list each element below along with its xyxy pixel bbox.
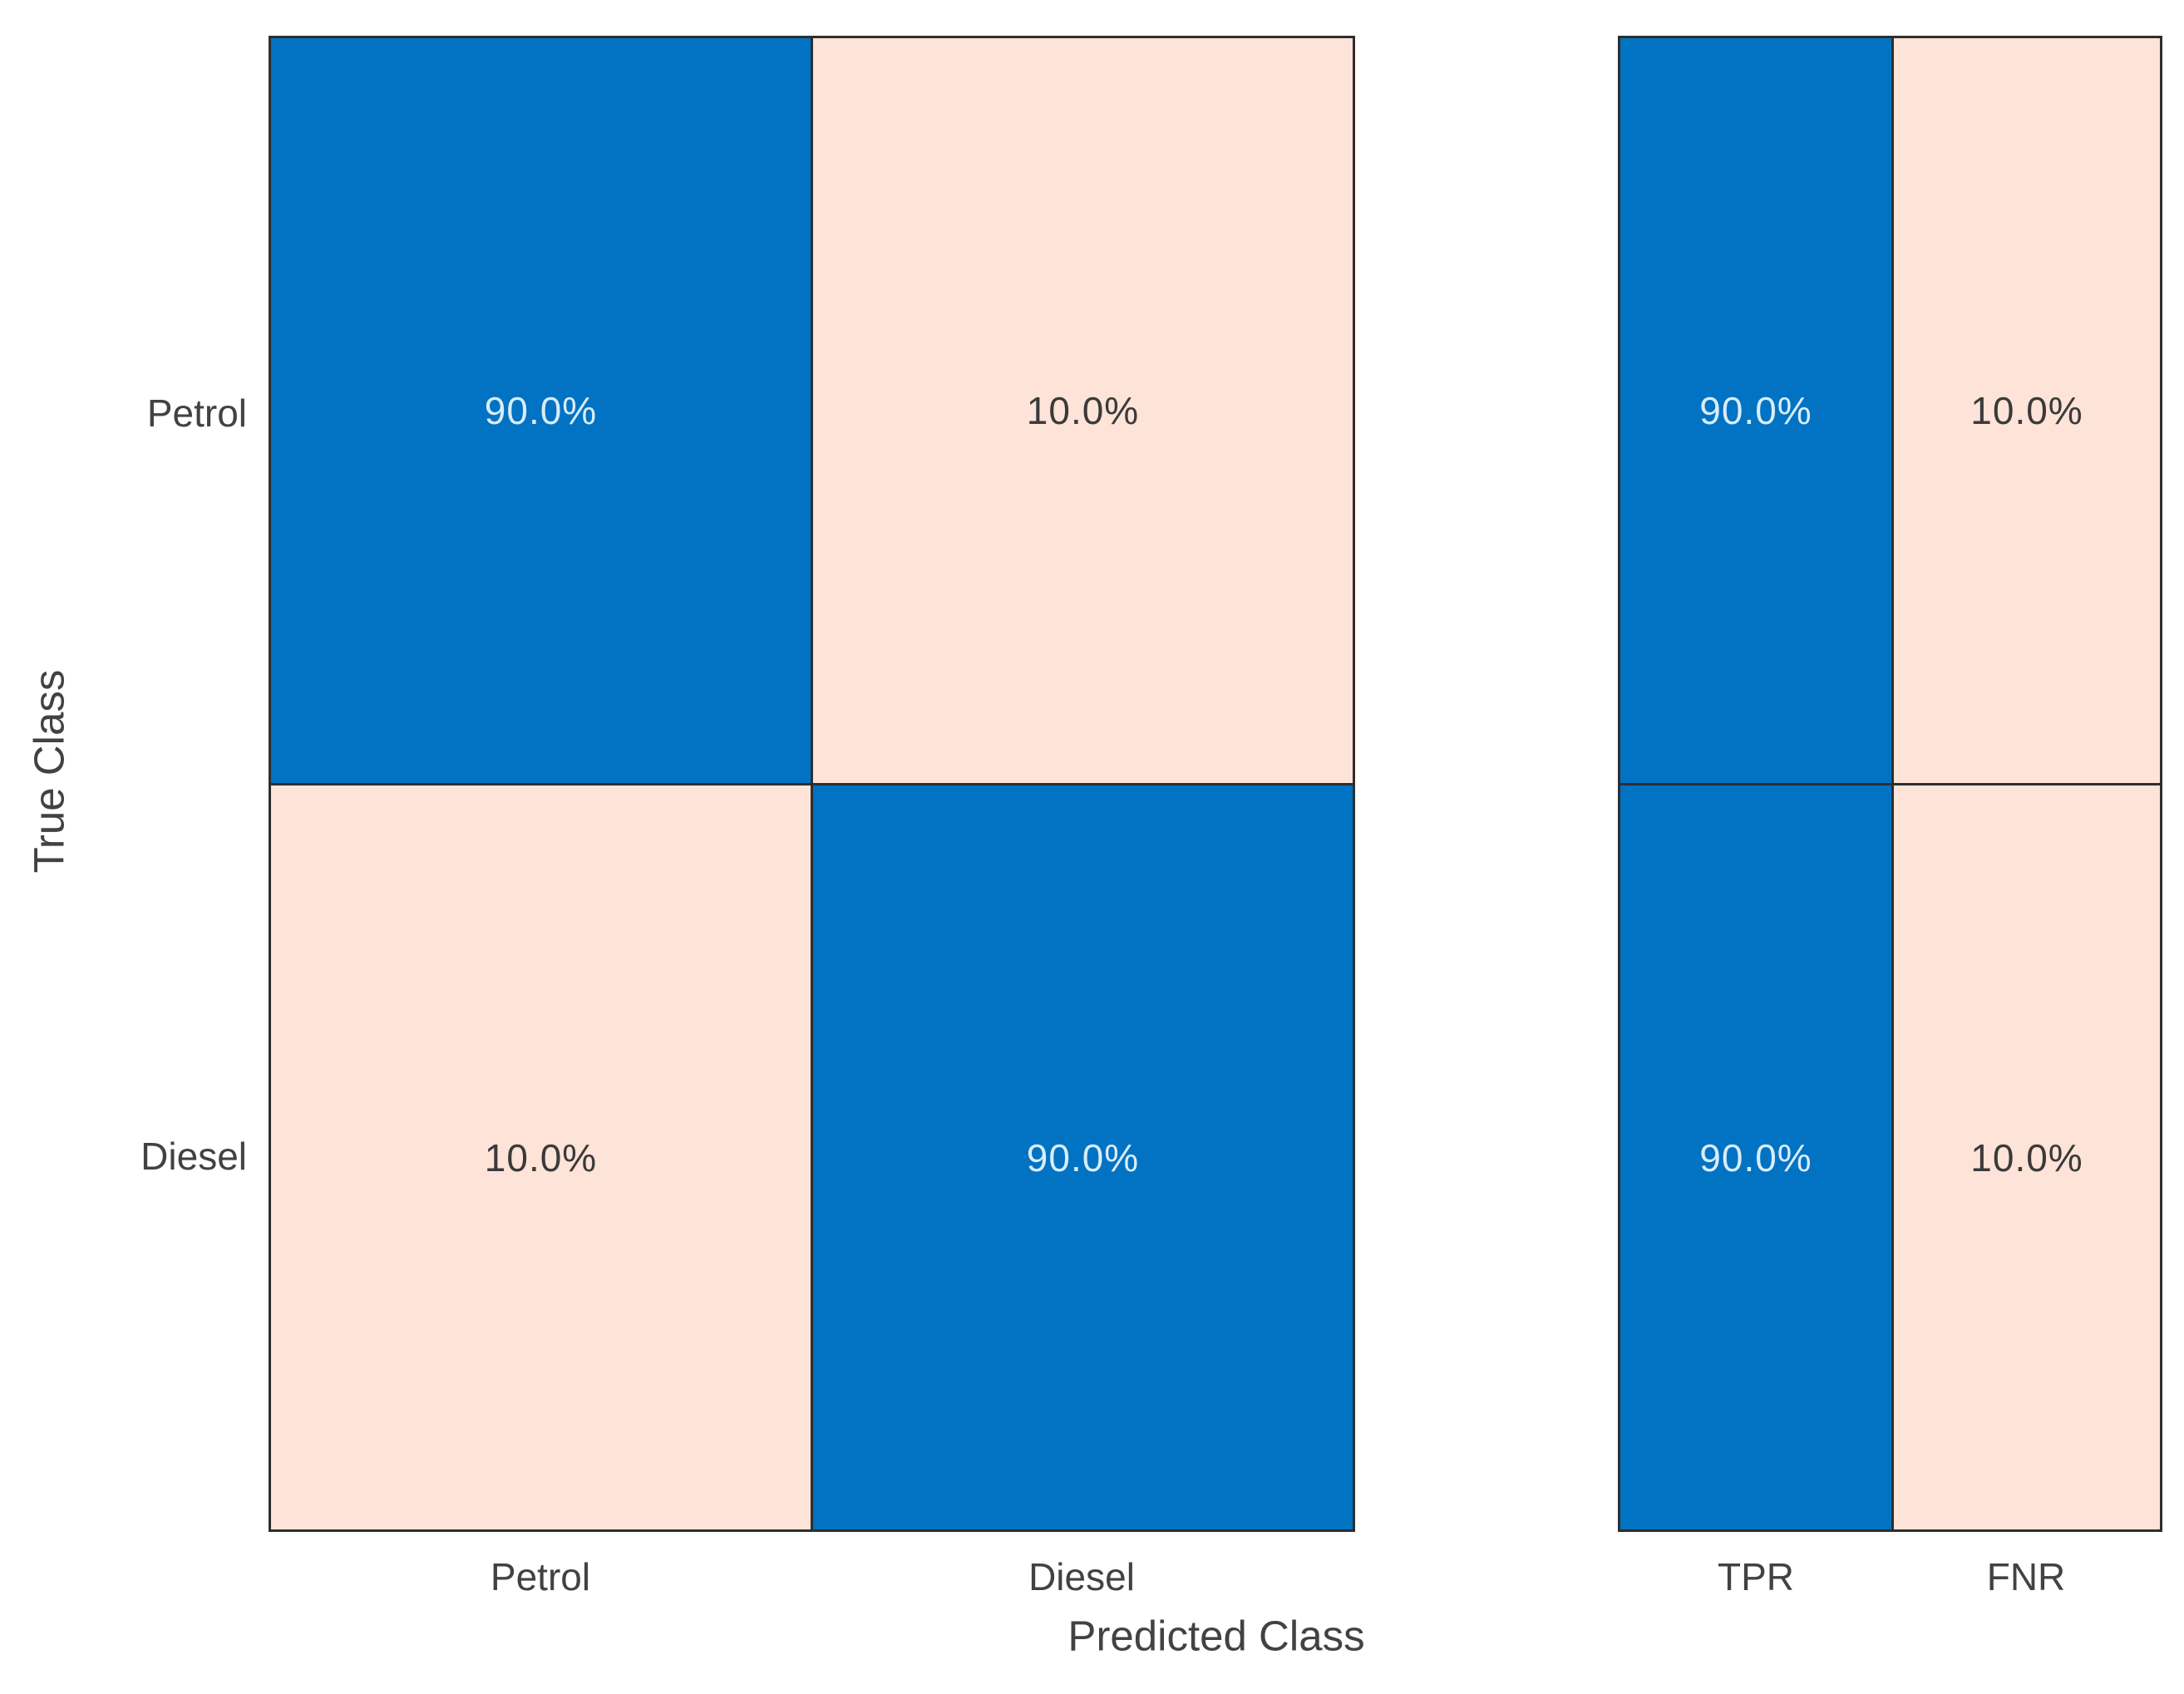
matrix-cell-diesel-petrol: 10.0% — [271, 785, 813, 1529]
summary-cell-diesel-tpr: 90.0% — [1620, 785, 1894, 1529]
xtick-petrol: Petrol — [490, 1555, 591, 1598]
row-summary-grid: 90.0% 10.0% 90.0% 10.0% — [1618, 36, 2162, 1532]
ytick-diesel: Diesel — [141, 1135, 247, 1178]
confusion-matrix-grid: 90.0% 10.0% 10.0% 90.0% — [269, 36, 1355, 1532]
matrix-cell-petrol-diesel: 10.0% — [813, 38, 1353, 785]
y-axis-label: True Class — [25, 669, 73, 874]
summary-cell-diesel-fnr: 10.0% — [1894, 785, 2160, 1529]
matrix-cell-petrol-petrol: 90.0% — [271, 38, 813, 785]
x-axis-label: Predicted Class — [1067, 1612, 1365, 1660]
ytick-petrol: Petrol — [146, 391, 247, 435]
xtick-fnr: FNR — [1986, 1555, 2066, 1598]
summary-cell-petrol-tpr: 90.0% — [1620, 38, 1894, 785]
summary-cell-petrol-fnr: 10.0% — [1894, 38, 2160, 785]
matrix-cell-diesel-diesel: 90.0% — [813, 785, 1353, 1529]
xtick-diesel: Diesel — [1028, 1555, 1135, 1598]
xtick-tpr: TPR — [1718, 1555, 1794, 1598]
